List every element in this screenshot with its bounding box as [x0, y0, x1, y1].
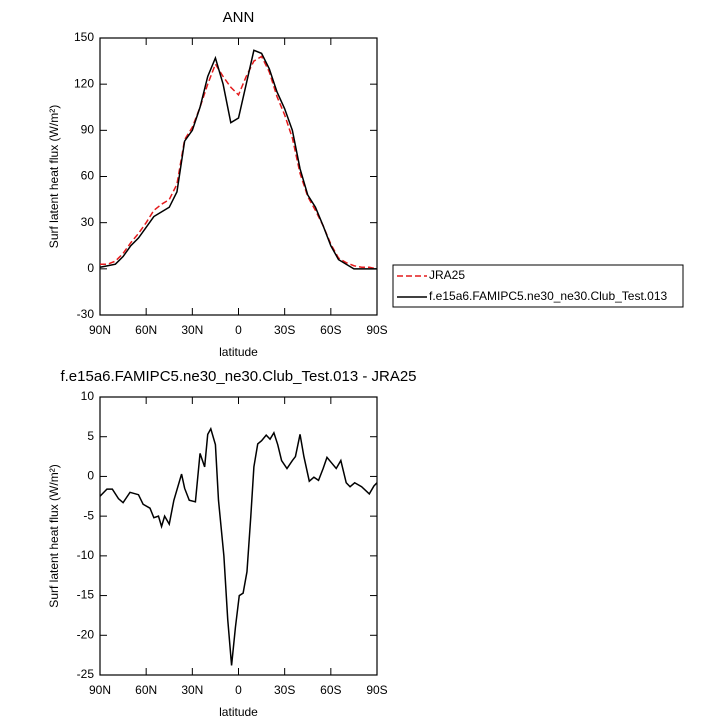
- x-tick-label: 0: [235, 683, 242, 697]
- y-tick-label: -25: [77, 667, 95, 681]
- y-tick-label: -20: [77, 627, 95, 641]
- legend-label: JRA25: [429, 268, 465, 282]
- x-tick-label: 30S: [274, 323, 295, 337]
- legend-label: f.e15a6.FAMIPC5.ne30_ne30.Club_Test.013: [429, 289, 667, 303]
- x-axis-label: latitude: [219, 705, 258, 719]
- x-tick-label: 90N: [89, 683, 111, 697]
- y-tick-label: 5: [87, 429, 94, 443]
- x-tick-label: 30S: [274, 683, 295, 697]
- y-axis-label: Surf latent heat flux (W/m²): [47, 464, 61, 607]
- y-tick-label: 60: [81, 169, 95, 183]
- x-tick-label: 90N: [89, 323, 111, 337]
- chart-title: f.e15a6.FAMIPC5.ne30_ne30.Club_Test.013 …: [60, 368, 416, 385]
- y-tick-label: -15: [77, 588, 95, 602]
- plot-frame: [99, 37, 378, 316]
- y-tick-label: 30: [81, 215, 95, 229]
- y-tick-label: 150: [74, 30, 94, 44]
- y-tick-label: -10: [77, 548, 95, 562]
- x-axis-label: latitude: [219, 345, 258, 359]
- data-line: [99, 426, 378, 666]
- data-line: [99, 49, 377, 270]
- legend-box: [392, 264, 684, 308]
- y-tick-label: 90: [81, 123, 95, 137]
- chart-title: ANN: [223, 9, 255, 26]
- y-tick-label: 0: [87, 469, 94, 483]
- x-tick-label: 30N: [181, 323, 203, 337]
- data-line: [100, 55, 378, 270]
- x-tick-label: 90S: [366, 323, 387, 337]
- y-tick-label: -5: [83, 508, 94, 522]
- plot-frame: [99, 396, 378, 676]
- y-tick-label: -30: [77, 307, 95, 321]
- x-tick-label: 60N: [135, 323, 157, 337]
- y-tick-label: 10: [81, 389, 95, 403]
- y-axis-label: Surf latent heat flux (W/m²): [47, 105, 61, 248]
- x-tick-label: 60S: [320, 683, 341, 697]
- x-tick-label: 0: [235, 323, 242, 337]
- x-tick-label: 60S: [320, 323, 341, 337]
- x-tick-label: 30N: [181, 683, 203, 697]
- x-tick-label: 90S: [366, 683, 387, 697]
- x-tick-label: 60N: [135, 683, 157, 697]
- y-tick-label: 120: [74, 76, 94, 90]
- y-tick-label: 0: [87, 261, 94, 275]
